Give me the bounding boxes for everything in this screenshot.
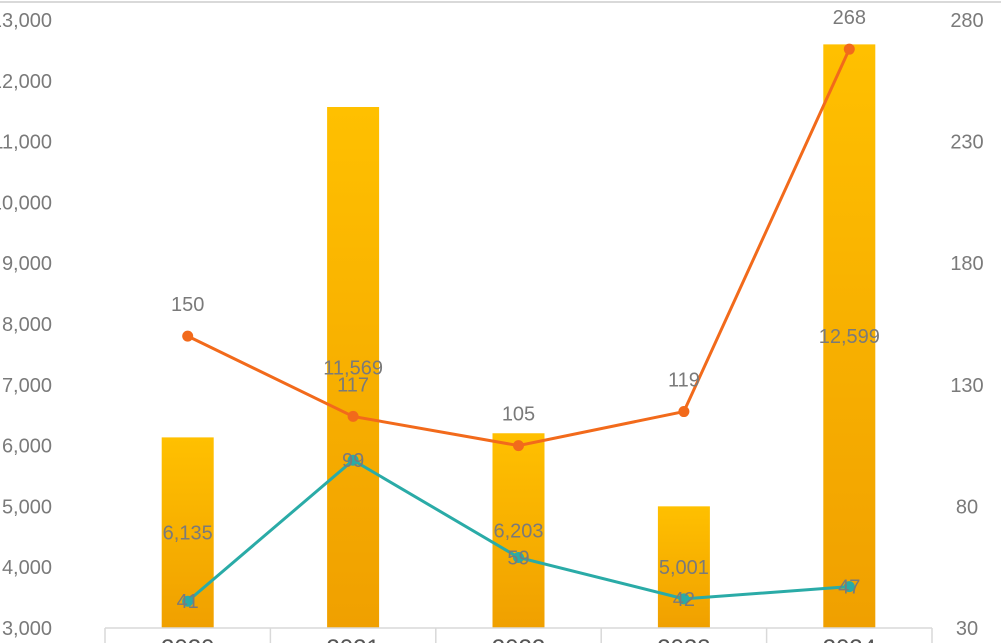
x-tick-label: 2022 bbox=[492, 635, 545, 643]
left-tick-label: 11,000 bbox=[0, 132, 52, 154]
line-series bbox=[182, 43, 855, 607]
x-axis: 2020 2021 2022 2023 2024 bbox=[104, 627, 933, 643]
line-value-label: 41 bbox=[177, 591, 199, 613]
series-point bbox=[182, 595, 194, 607]
bar bbox=[327, 107, 380, 628]
line-value-label: 47 bbox=[838, 577, 860, 599]
x-tick-label: 2020 bbox=[161, 635, 214, 643]
right-tick-label: 230 bbox=[950, 132, 983, 154]
series-point bbox=[843, 581, 855, 593]
bar-value-label: 5,001 bbox=[659, 557, 709, 579]
left-tick-label: 13,000 bbox=[0, 10, 52, 32]
left-tick-label: 5,000 bbox=[2, 496, 52, 518]
line-value-label: 99 bbox=[342, 450, 364, 472]
bar-value-label: 6,135 bbox=[163, 523, 213, 545]
series-point bbox=[678, 593, 690, 605]
x-tick-label: 2023 bbox=[657, 635, 710, 643]
x-tick-label: 2024 bbox=[823, 635, 876, 643]
series-point bbox=[347, 410, 359, 422]
right-tick-label: 80 bbox=[956, 496, 978, 518]
bar bbox=[492, 433, 545, 628]
series-point bbox=[843, 43, 855, 55]
bar-value-label: 12,599 bbox=[819, 326, 880, 348]
left-tick-label: 10,000 bbox=[0, 192, 52, 214]
line-value-label: 59 bbox=[507, 547, 529, 569]
left-tick-label: 12,000 bbox=[0, 71, 52, 93]
bar-series bbox=[161, 44, 876, 628]
line-value-label: 105 bbox=[502, 404, 535, 426]
bar bbox=[823, 44, 876, 628]
series-point bbox=[182, 330, 194, 342]
right-tick-label: 180 bbox=[950, 253, 983, 275]
left-tick-label: 4,000 bbox=[2, 557, 52, 579]
left-tick-label: 9,000 bbox=[2, 253, 52, 275]
line-value-label: 150 bbox=[171, 294, 204, 316]
right-y-axis: 30 80 130 180 230 280 bbox=[950, 10, 983, 640]
right-tick-label: 130 bbox=[950, 375, 983, 397]
series-point bbox=[513, 551, 524, 563]
right-tick-label: 280 bbox=[950, 10, 983, 32]
series-line bbox=[187, 48, 851, 448]
left-tick-label: 8,000 bbox=[2, 314, 52, 336]
line-value-label: 117 bbox=[337, 374, 369, 396]
right-tick-label: 30 bbox=[956, 618, 978, 640]
left-tick-label: 7,000 bbox=[2, 375, 52, 397]
left-tick-label: 6,000 bbox=[2, 436, 52, 458]
line-value-label: 268 bbox=[833, 7, 866, 29]
series-point bbox=[347, 454, 359, 466]
line-value-label: 42 bbox=[673, 589, 695, 611]
left-tick-label: 3,000 bbox=[2, 618, 52, 640]
series-point bbox=[678, 406, 690, 418]
data-labels: 6,135 11,569 6,203 5,001 12,599 150 117 105 119 2… bbox=[163, 7, 880, 613]
bar-value-label: 6,203 bbox=[493, 521, 543, 543]
bar-value-label: 11,569 bbox=[323, 358, 383, 380]
x-tick-label: 2021 bbox=[326, 635, 379, 643]
line-value-label: 119 bbox=[668, 370, 700, 392]
left-y-axis: 3,000 4,000 5,000 6,000 7,000 8,000 9,000 10,00… bbox=[0, 10, 52, 640]
series-point bbox=[513, 440, 524, 452]
bar bbox=[657, 506, 710, 628]
